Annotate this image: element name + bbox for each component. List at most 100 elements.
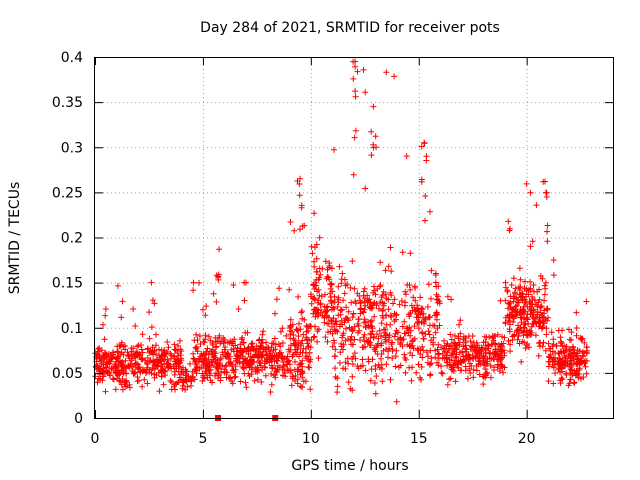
data-point (240, 355, 246, 362)
data-point (546, 353, 552, 360)
data-point (164, 357, 171, 363)
data-point (328, 298, 335, 305)
data-point (563, 344, 570, 350)
data-point (506, 301, 513, 307)
data-point (427, 347, 434, 354)
data-point (325, 320, 332, 327)
data-point (361, 331, 368, 338)
y-tick-label: 0.25 (52, 185, 83, 201)
data-point (349, 328, 356, 334)
data-point (239, 348, 246, 355)
data-point (506, 227, 513, 234)
data-point (179, 385, 186, 392)
data-point (364, 338, 371, 345)
data-point (434, 299, 441, 306)
data-point (552, 350, 559, 356)
data-point (215, 274, 222, 281)
data-point (455, 358, 462, 364)
data-point (345, 336, 351, 342)
data-point (245, 348, 252, 355)
data-point (438, 344, 445, 351)
data-point (272, 310, 278, 317)
data-point (299, 384, 306, 391)
y-tick-label: 0.35 (52, 95, 83, 111)
data-point (529, 311, 536, 318)
data-point (172, 386, 178, 393)
data-point (267, 389, 274, 395)
data-point (336, 263, 343, 270)
data-point (425, 353, 431, 360)
data-point (149, 365, 156, 372)
data-point (516, 265, 523, 272)
data-point (349, 361, 356, 368)
data-point (365, 358, 372, 365)
data-point (417, 294, 424, 301)
data-point (191, 337, 198, 344)
data-point (545, 340, 552, 347)
data-point (403, 153, 410, 160)
data-point (383, 361, 390, 368)
data-point (201, 339, 208, 346)
data-point (267, 348, 274, 355)
data-point (399, 323, 406, 330)
data-point (316, 265, 323, 272)
data-point (134, 343, 141, 350)
data-point (300, 345, 307, 352)
data-point (450, 362, 457, 369)
data-point (299, 308, 305, 315)
data-point (116, 377, 123, 384)
data-point (462, 345, 469, 352)
data-point (342, 365, 349, 372)
data-point (223, 369, 230, 376)
data-point (419, 330, 426, 337)
y-axis-label: SRMTID / TECUs (7, 182, 23, 295)
data-point (212, 334, 219, 341)
data-point (350, 171, 357, 178)
data-point (148, 324, 155, 331)
data-point (393, 398, 400, 405)
data-point (327, 285, 334, 292)
data-point (389, 347, 396, 354)
data-point (549, 361, 556, 368)
data-point (276, 285, 283, 292)
data-point (542, 279, 549, 286)
data-point (484, 370, 491, 377)
data-point (348, 333, 355, 340)
data-point (537, 273, 544, 279)
data-point (125, 352, 132, 359)
data-point (467, 338, 474, 345)
data-point (399, 249, 406, 256)
data-point (332, 373, 339, 380)
data-point (507, 321, 513, 328)
data-point (358, 305, 364, 312)
data-point (446, 376, 453, 383)
data-point (492, 349, 498, 356)
data-point (544, 228, 550, 235)
data-point (407, 327, 414, 334)
data-point (467, 354, 474, 361)
data-point (193, 358, 200, 365)
data-point (550, 380, 557, 387)
data-point (309, 250, 316, 257)
data-point (316, 234, 323, 241)
data-point (345, 379, 352, 386)
data-point (382, 291, 389, 298)
data-point (300, 331, 307, 338)
data-point (213, 272, 220, 279)
data-point (564, 358, 571, 365)
data-point (211, 372, 218, 379)
data-point (508, 282, 515, 288)
data-point (556, 350, 563, 357)
data-point (491, 367, 497, 373)
data-point (492, 340, 499, 347)
data-point (566, 351, 573, 358)
data-point (330, 304, 336, 311)
data-point (355, 322, 362, 329)
data-point (527, 285, 534, 292)
data-point (352, 298, 359, 305)
data-point (122, 357, 129, 364)
data-point (303, 328, 310, 335)
data-point (262, 364, 268, 371)
data-point (299, 357, 306, 364)
data-point (520, 324, 527, 331)
